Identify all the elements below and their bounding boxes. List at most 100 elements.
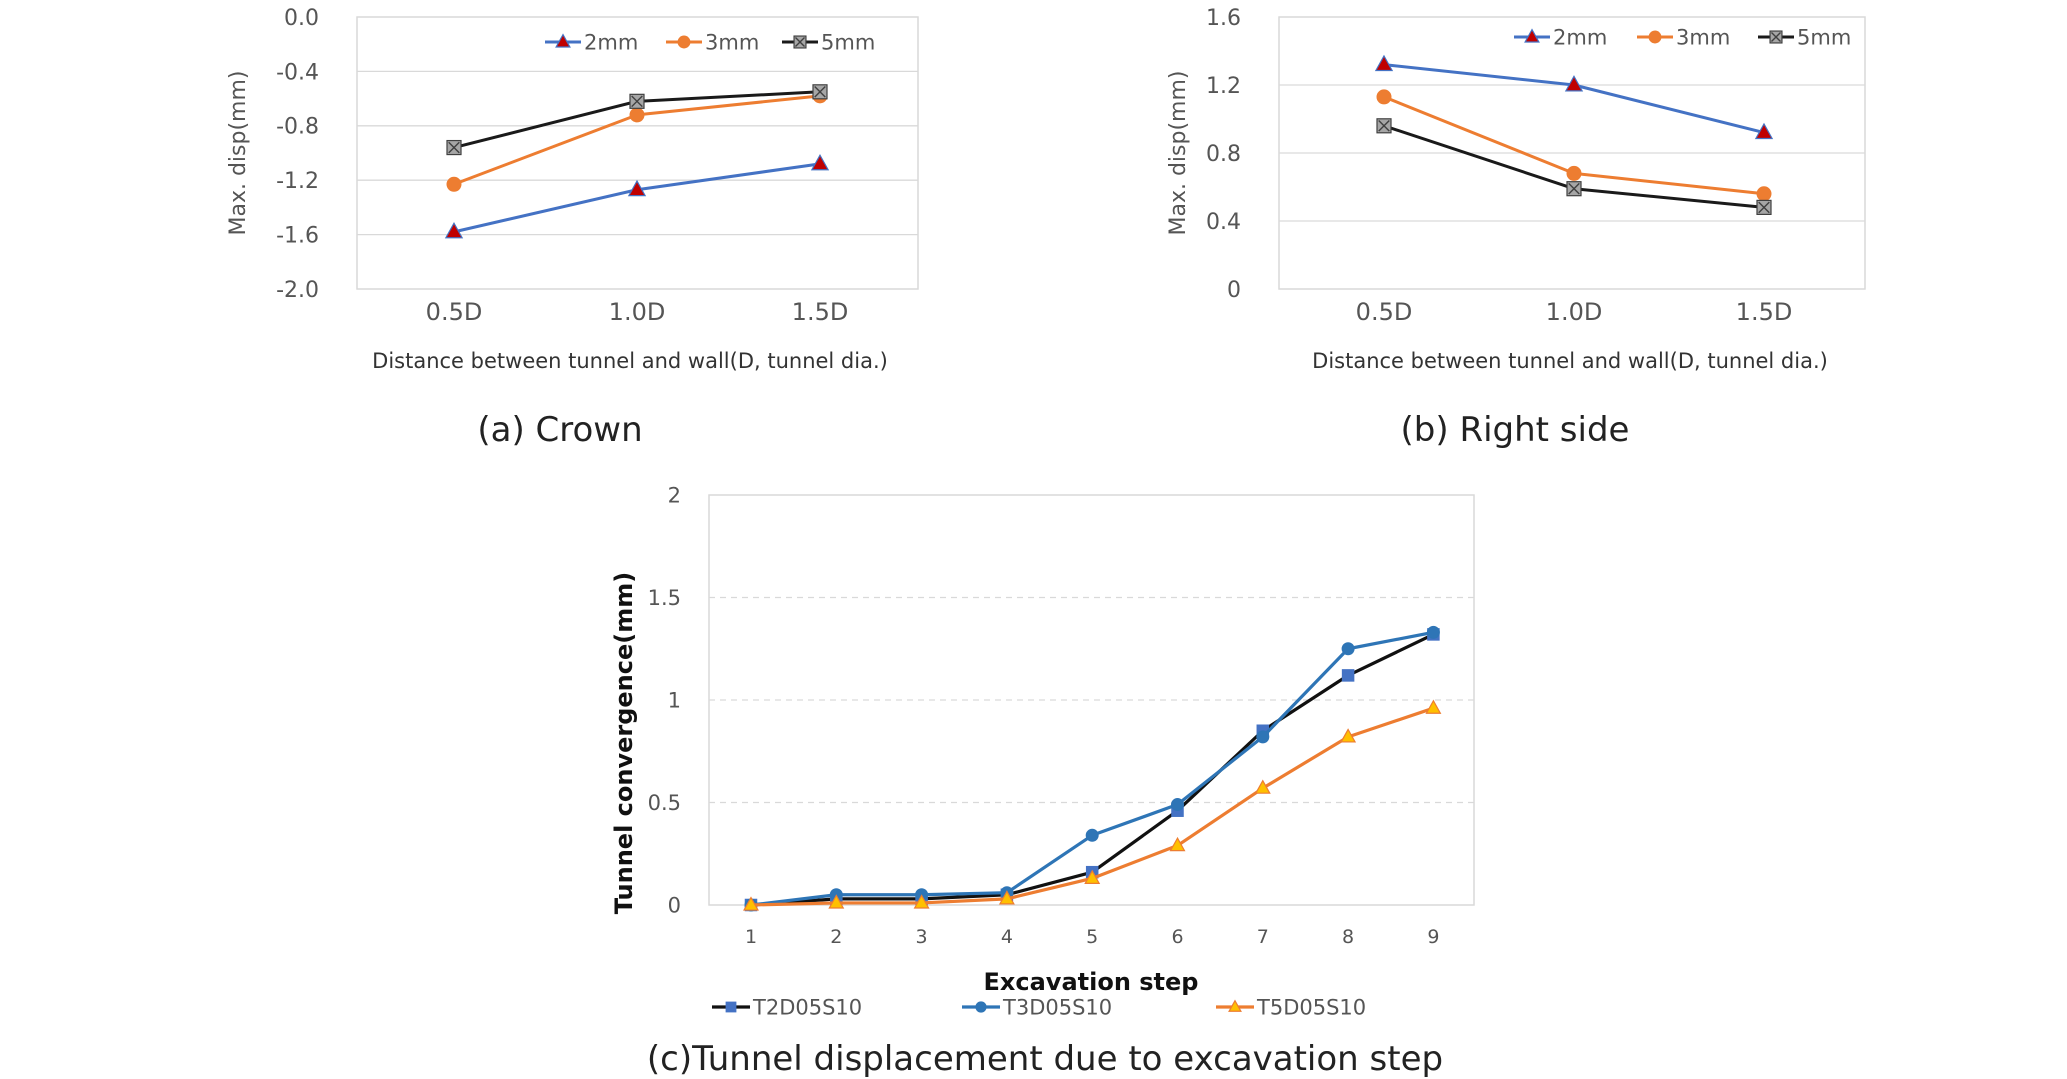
data-point bbox=[1085, 828, 1099, 842]
data-point bbox=[828, 894, 845, 909]
crown-y-axis-label: Max. disp(mm) bbox=[226, 71, 251, 236]
y-tick-label: 0.0 bbox=[284, 6, 319, 31]
data-point bbox=[1341, 642, 1355, 656]
y-tick-label: -2.0 bbox=[276, 278, 319, 303]
data-point bbox=[998, 890, 1015, 905]
legend-label: T3D05S10 bbox=[1002, 996, 1112, 1020]
series-2mm bbox=[444, 153, 830, 239]
conv-series bbox=[743, 625, 1442, 912]
y-tick-label: 0 bbox=[668, 894, 681, 918]
x-tick-label: 0.5D bbox=[426, 298, 483, 326]
right-legend: 2mm 3mm 5mm bbox=[1514, 26, 1851, 50]
legend-item: T5D05S10 bbox=[1216, 996, 1366, 1020]
legend-item: 5mm bbox=[782, 31, 875, 55]
series-5mm bbox=[1376, 118, 1772, 215]
legend-item: 2mm bbox=[1514, 26, 1607, 50]
data-point bbox=[629, 93, 645, 109]
data-point bbox=[446, 139, 462, 156]
legend-item: 3mm bbox=[666, 31, 759, 55]
legend-item: 3mm bbox=[1637, 26, 1730, 50]
data-point bbox=[1425, 699, 1442, 714]
data-point bbox=[1341, 669, 1355, 682]
data-point bbox=[1754, 122, 1774, 140]
data-point bbox=[1566, 181, 1582, 197]
x-tick-label: 2 bbox=[830, 926, 842, 948]
right-series bbox=[1374, 54, 1774, 215]
y-tick-label: 0.8 bbox=[1206, 142, 1241, 167]
legend-marker bbox=[1524, 28, 1540, 43]
data-point bbox=[1564, 75, 1584, 92]
y-tick-label: 0.4 bbox=[1206, 210, 1241, 235]
y-tick-label: -1.2 bbox=[276, 169, 319, 194]
conv-caption: (c)Tunnel displacement due to excavation… bbox=[647, 1039, 1443, 1079]
right-caption: (b) Right side bbox=[1401, 410, 1630, 450]
legend-label: T5D05S10 bbox=[1256, 996, 1366, 1020]
x-tick-label: 7 bbox=[1257, 926, 1269, 948]
x-tick-label: 1.0D bbox=[1546, 298, 1603, 326]
crown-legend: 2mm 3mm 5mm bbox=[545, 31, 875, 55]
crown-x-axis-label: Distance between tunnel and wall(D, tunn… bbox=[372, 349, 888, 373]
legend-label: 2mm bbox=[584, 31, 638, 55]
data-point bbox=[1756, 186, 1772, 202]
crown-chart: 0.0 -0.4 -0.8 -1.2 -1.6 -2.0 0.5D 1.0D 1.5D 2mm… bbox=[226, 6, 919, 450]
legend-label: 5mm bbox=[1797, 26, 1851, 50]
legend-item: 2mm bbox=[545, 31, 638, 55]
x-tick-label: 1.5D bbox=[1736, 298, 1793, 326]
legend-label: T2D05S10 bbox=[752, 996, 862, 1020]
data-point bbox=[1254, 779, 1271, 794]
series-5mm bbox=[446, 84, 828, 156]
crown-series bbox=[444, 84, 830, 239]
data-point bbox=[812, 84, 828, 100]
data-point bbox=[743, 896, 759, 911]
legend-marker bbox=[793, 35, 807, 49]
data-point bbox=[627, 179, 647, 197]
y-tick-label: 1 bbox=[668, 689, 681, 713]
data-point bbox=[1169, 836, 1186, 852]
data-point bbox=[446, 176, 462, 192]
y-tick-label: 2 bbox=[668, 484, 681, 508]
data-point bbox=[1374, 54, 1394, 72]
x-tick-label: 9 bbox=[1427, 926, 1439, 948]
right-x-axis-label: Distance between tunnel and wall(D, tunn… bbox=[1312, 349, 1828, 373]
y-tick-label: 1.5 bbox=[648, 586, 681, 610]
right-side-chart: 1.6 1.2 0.8 0.4 0 0.5D 1.0D 1.5D 2mm 3mm 5mm Max… bbox=[1166, 6, 1866, 450]
legend-label: 5mm bbox=[821, 31, 875, 55]
crown-caption: (a) Crown bbox=[477, 410, 642, 450]
y-tick-label: -0.4 bbox=[276, 60, 319, 85]
conv-x-ticks: 1 2 3 4 5 6 7 8 9 bbox=[745, 926, 1439, 948]
conv-x-axis-label: Excavation step bbox=[984, 968, 1199, 996]
right-y-ticks: 1.6 1.2 0.8 0.4 0 bbox=[1206, 6, 1241, 303]
data-point bbox=[1376, 89, 1392, 105]
series-3mm bbox=[1376, 89, 1772, 202]
data-point bbox=[1256, 730, 1270, 744]
y-tick-label: 1.6 bbox=[1206, 6, 1241, 31]
data-point bbox=[1171, 798, 1184, 812]
x-tick-label: 1 bbox=[745, 926, 757, 948]
y-tick-label: -0.8 bbox=[276, 115, 319, 140]
data-point bbox=[1426, 625, 1440, 639]
legend-marker bbox=[725, 1001, 737, 1013]
x-tick-label: 0.5D bbox=[1356, 298, 1413, 326]
legend-marker bbox=[677, 35, 691, 49]
legend-marker bbox=[1648, 30, 1662, 44]
data-point bbox=[1376, 118, 1392, 134]
data-point bbox=[913, 894, 930, 909]
legend-marker bbox=[1228, 999, 1242, 1012]
series-2mm bbox=[1374, 54, 1774, 140]
crown-plot-area bbox=[356, 16, 919, 290]
x-tick-label: 6 bbox=[1171, 926, 1183, 948]
data-point bbox=[1084, 869, 1101, 884]
convergence-chart: 2 1.5 1 0.5 0 1 2 3 4 5 6 7 8 9 T2D05S10 T3D05S10 T5D0… bbox=[610, 484, 1475, 1079]
data-point bbox=[629, 107, 645, 123]
legend-label: 3mm bbox=[705, 31, 759, 55]
y-tick-label: 0.5 bbox=[648, 791, 681, 815]
conv-legend: T2D05S10 T3D05S10 T5D05S10 bbox=[712, 996, 1366, 1020]
data-point bbox=[1756, 199, 1772, 215]
conv-y-axis-label: Tunnel convergence(mm) bbox=[610, 572, 638, 914]
data-point bbox=[1340, 728, 1357, 743]
data-point bbox=[810, 153, 830, 171]
legend-marker bbox=[555, 33, 571, 48]
right-y-axis-label: Max. disp(mm) bbox=[1166, 71, 1191, 236]
x-tick-label: 4 bbox=[1001, 926, 1013, 948]
